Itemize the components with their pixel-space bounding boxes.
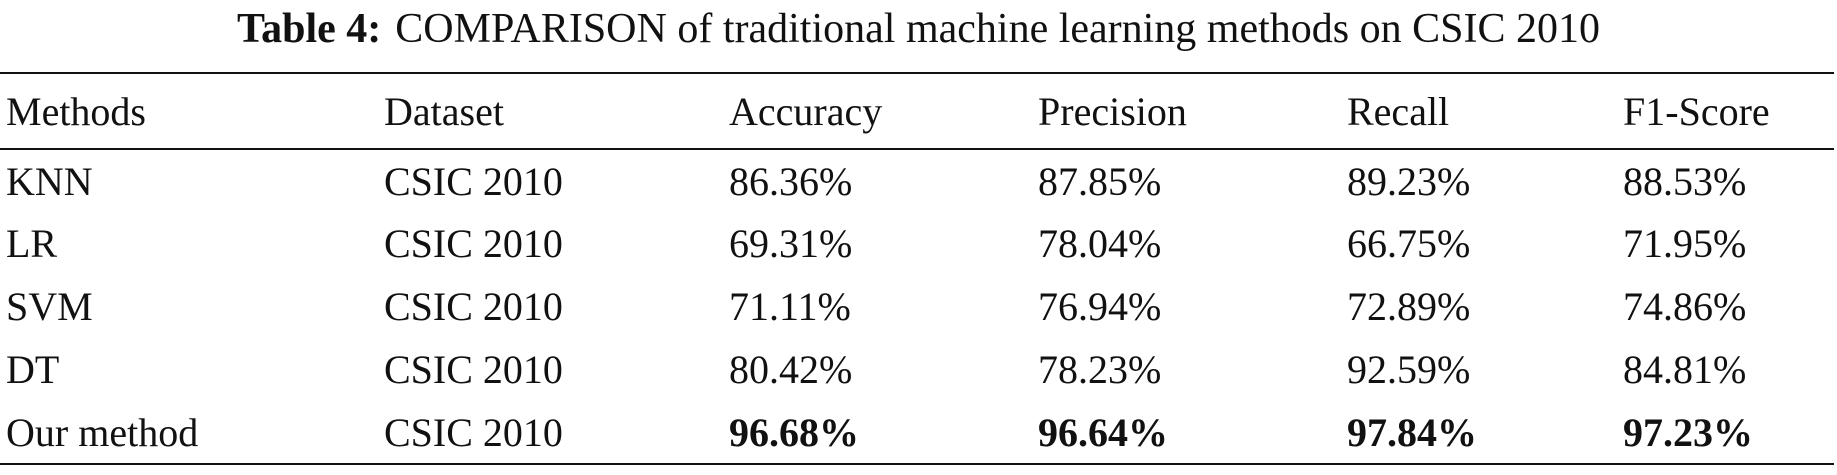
table-cell: 87.85% xyxy=(1038,158,1162,204)
table-row: DT CSIC 2010 80.42% 78.23% 92.59% 84.81% xyxy=(0,338,1834,401)
table-cell: 80.42% xyxy=(729,347,853,392)
table-cell: 84.81% xyxy=(1623,347,1747,392)
table-cell: 89.23% xyxy=(1347,158,1471,204)
table-cell: 88.53% xyxy=(1623,158,1747,204)
table-cell: 96.64% xyxy=(1038,409,1168,455)
table-cell: SVM xyxy=(6,284,93,329)
table-cell: CSIC 2010 xyxy=(384,284,563,329)
table-cell: DT xyxy=(6,347,60,392)
table-row: SVM CSIC 2010 71.11% 76.94% 72.89% 74.86% xyxy=(0,275,1834,338)
results-table: Methods Dataset Accuracy Precision Recall F1-… xyxy=(0,72,1834,465)
table-cell: 74.86% xyxy=(1623,284,1747,329)
table-cell: CSIC 2010 xyxy=(384,409,563,455)
header-row: Methods Dataset Accuracy Precision Recall F1-… xyxy=(0,73,1834,149)
table-body: KNN CSIC 2010 86.36% 87.85% 89.23% 88.53% LR CS… xyxy=(0,149,1834,464)
column-header: F1-Score xyxy=(1623,88,1770,134)
table-cell: 86.36% xyxy=(729,158,853,204)
table-cell: LR xyxy=(6,221,58,266)
table-cell: Our method xyxy=(6,409,199,455)
table-row: KNN CSIC 2010 86.36% 87.85% 89.23% 88.53% xyxy=(0,149,1834,212)
table-header: Methods Dataset Accuracy Precision Recall F1-… xyxy=(0,73,1834,149)
table-row: LR CSIC 2010 69.31% 78.04% 66.75% 71.95% xyxy=(0,212,1834,275)
table-cell: 71.95% xyxy=(1623,221,1747,266)
table-cell: 92.59% xyxy=(1347,347,1471,392)
table-cell: CSIC 2010 xyxy=(384,347,563,392)
table-cell: 69.31% xyxy=(729,221,853,266)
table-cell: 76.94% xyxy=(1038,284,1162,329)
table-cell: 66.75% xyxy=(1347,221,1471,266)
table-caption: Table 4: COMPARISON of traditional machin… xyxy=(0,4,1837,54)
column-header: Recall xyxy=(1347,88,1450,134)
table-cell: 96.68% xyxy=(729,409,859,455)
caption-text: COMPARISON of traditional machine learni… xyxy=(395,6,1601,52)
table-cell: 78.23% xyxy=(1038,347,1162,392)
table-cell: 97.84% xyxy=(1347,409,1477,455)
table-cell: 71.11% xyxy=(729,284,851,329)
table-cell: CSIC 2010 xyxy=(384,221,563,266)
column-header: Precision xyxy=(1038,88,1187,134)
table-cell: 78.04% xyxy=(1038,221,1162,266)
table-cell: KNN xyxy=(6,158,93,204)
column-header: Accuracy xyxy=(729,88,883,134)
table-cell: 72.89% xyxy=(1347,284,1471,329)
table-cell: CSIC 2010 xyxy=(384,158,563,204)
caption-label: Table 4: xyxy=(236,6,382,52)
column-header: Methods xyxy=(6,88,146,134)
column-header: Dataset xyxy=(384,88,504,134)
table-cell: 97.23% xyxy=(1623,409,1753,455)
table-row: Our method CSIC 2010 96.68% 96.64% 97.84% 97.… xyxy=(0,401,1834,464)
